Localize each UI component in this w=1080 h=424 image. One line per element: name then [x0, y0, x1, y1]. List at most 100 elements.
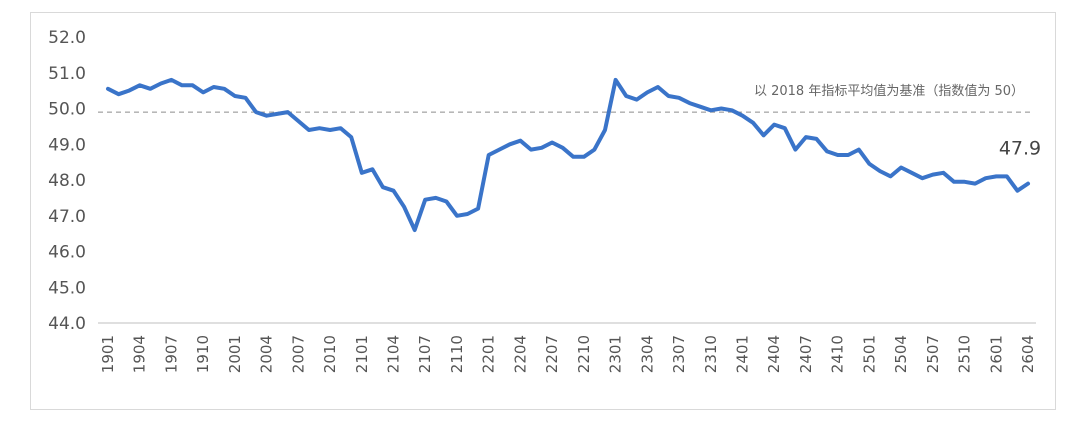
data-point: [424, 198, 427, 201]
data-point: [181, 84, 183, 87]
data-point: [191, 84, 194, 87]
data-point: [561, 147, 564, 149]
y-axis: 44.0 45.0 46.0 47.0 48.0 49.0 50.0 51.0 52.0: [48, 28, 86, 334]
data-point: [540, 147, 543, 149]
data-point: [498, 148, 501, 151]
last-value-label: 47.9: [999, 138, 1041, 160]
y-tick-label: 46.0: [48, 243, 86, 263]
data-point: [371, 168, 374, 171]
data-point: [466, 213, 469, 215]
data-point: [509, 143, 511, 146]
x-tick-label: 2101: [353, 335, 371, 373]
data-point: [170, 79, 173, 81]
y-tick-label: 50.0: [48, 100, 86, 120]
data-point: [858, 148, 860, 151]
data-point: [836, 154, 839, 156]
data-point: [583, 156, 585, 158]
x-tick-label: 1910: [194, 335, 212, 373]
x-tick-label: 2301: [607, 335, 625, 373]
y-tick-label: 44.0: [48, 314, 86, 334]
data-point: [921, 177, 924, 179]
data-point: [572, 156, 575, 158]
line-chart: 44.0 45.0 46.0 47.0 48.0 49.0 50.0 51.0 52.0 190…: [48, 28, 1041, 373]
data-point: [1027, 182, 1029, 185]
data-point: [720, 107, 723, 110]
x-tick-label: 2310: [702, 335, 720, 373]
x-tick-label: 2007: [289, 335, 307, 373]
data-point: [984, 177, 987, 179]
data-point: [847, 154, 849, 156]
x-tick-label: 2601: [987, 335, 1005, 373]
data-point: [762, 134, 765, 137]
data-point: [1006, 175, 1008, 178]
data-point: [974, 182, 976, 185]
data-point: [963, 181, 966, 183]
data-point: [1016, 189, 1019, 192]
x-tick-label: 1904: [131, 335, 149, 373]
data-point: [657, 86, 659, 88]
data-point: [614, 79, 617, 81]
x-tick-label: 2401: [733, 335, 751, 373]
data-point: [773, 123, 775, 126]
y-tick-label: 47.0: [48, 207, 86, 227]
data-point: [731, 109, 733, 112]
data-point: [107, 88, 109, 90]
data-point: [487, 154, 490, 156]
x-tick-label: 2504: [892, 335, 910, 373]
y-tick-label: 48.0: [48, 171, 86, 191]
x-tick-label: 2207: [543, 335, 561, 373]
y-tick-label: 52.0: [48, 28, 86, 48]
data-point: [128, 89, 130, 92]
data-point: [551, 141, 553, 144]
data-point: [403, 206, 405, 208]
data-point: [530, 148, 532, 151]
data-point: [646, 91, 649, 94]
data-point: [805, 136, 807, 138]
x-tick-label: 2204: [511, 335, 529, 373]
data-point: [868, 163, 871, 165]
reference-line-label: 以 2018 年指标平均值为基准（指数值为 50）: [754, 83, 1024, 99]
data-point: [900, 166, 902, 169]
x-tick-label: 2210: [575, 335, 593, 373]
y-tick-label: 49.0: [48, 135, 86, 155]
y-tick-label: 51.0: [48, 64, 86, 84]
data-point: [826, 150, 828, 153]
data-point: [318, 127, 321, 129]
data-point: [265, 114, 268, 117]
x-tick-label: 2507: [924, 335, 942, 373]
data-point: [784, 127, 786, 129]
x-tick-label: 1907: [162, 335, 180, 373]
data-point: [339, 127, 342, 129]
data-point: [435, 197, 437, 199]
x-tick-label: 2010: [321, 335, 339, 373]
data-point: [160, 82, 162, 85]
data-point: [667, 95, 670, 97]
data-point: [308, 129, 310, 131]
x-tick-label: 2501: [860, 335, 878, 373]
data-point: [699, 105, 701, 108]
x-tick-label: 1901: [99, 335, 117, 373]
x-tick-label: 2307: [670, 335, 688, 373]
data-point: [794, 148, 797, 151]
data-point: [234, 95, 236, 97]
data-point: [593, 148, 596, 151]
data-point: [117, 93, 120, 95]
x-tick-label: 2510: [956, 335, 974, 373]
x-tick-label: 2304: [638, 335, 656, 373]
data-point: [287, 111, 289, 113]
data-point: [329, 129, 331, 131]
data-point: [350, 136, 353, 138]
data-point: [932, 173, 934, 176]
x-tick-label: 2410: [829, 335, 847, 373]
data-point: [202, 91, 204, 94]
x-tick-label: 2004: [258, 335, 276, 373]
x-tick-label: 2001: [226, 335, 244, 373]
x-tick-label: 2407: [797, 335, 815, 373]
series-line: [106, 77, 1030, 232]
data-point: [255, 111, 257, 113]
data-point: [910, 172, 913, 174]
x-tick-label: 2110: [448, 335, 466, 373]
data-point: [361, 172, 363, 174]
x-tick-label: 2404: [765, 335, 783, 373]
data-point: [635, 98, 638, 101]
